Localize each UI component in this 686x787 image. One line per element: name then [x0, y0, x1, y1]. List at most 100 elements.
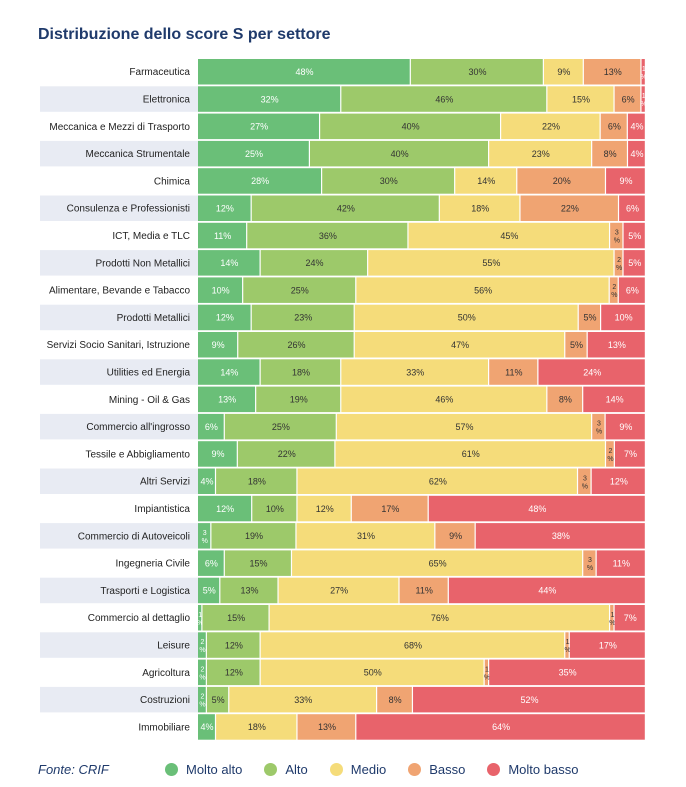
category-label: Costruzioni [140, 695, 190, 706]
bar-segment-molto-basso [538, 359, 645, 385]
bar-segment-medio [278, 577, 399, 604]
source-note: Fonte: CRIF [38, 762, 109, 777]
category-label: ICT, Media e TLC [112, 231, 190, 242]
data-label: 9% [557, 67, 570, 77]
data-label: 4% [631, 149, 644, 159]
data-label: 1% [197, 612, 203, 627]
bar-segment-basso [377, 686, 412, 713]
data-label: 11% [214, 231, 231, 241]
legend-item-basso: Basso [408, 762, 465, 777]
category-label: Consulenza e Professionisti [67, 204, 190, 215]
category-label: Commercio all'ingrosso [86, 422, 190, 433]
data-label: 10% [615, 313, 633, 323]
data-label: 33% [294, 695, 312, 705]
data-label: 3% [614, 230, 620, 245]
chart-footer: Fonte: CRIF Molto alto Alto Medio Basso … [0, 762, 686, 782]
data-label: 5% [628, 231, 641, 241]
legend-item-molto-alto: Molto alto [165, 762, 242, 777]
data-label: 22% [278, 449, 296, 459]
data-label: 18% [248, 722, 266, 732]
bar-segment-medio [260, 659, 484, 686]
legend-label-basso: Basso [429, 762, 466, 777]
data-label: 17% [381, 504, 399, 514]
bar-segment-alto [252, 495, 297, 522]
data-label: 14% [606, 395, 624, 405]
bar-segment-molto-alto [198, 523, 211, 549]
bar-segment-molto-basso [619, 195, 645, 221]
bar-segment-medio [335, 441, 605, 467]
data-label: 15% [249, 558, 267, 568]
bar-segment-medio [455, 168, 517, 194]
row-band [40, 523, 198, 549]
bar-segment-alto [322, 168, 455, 194]
data-label: 18% [292, 367, 310, 377]
bar-segment-molto-alto [198, 332, 238, 358]
data-label: 23% [294, 313, 312, 323]
bar-segment-molto-basso [587, 332, 645, 358]
bar-segment-alto [238, 332, 354, 358]
bar-segment-medio [269, 605, 609, 631]
data-label: 11% [416, 586, 433, 596]
data-label: 5% [570, 340, 583, 350]
data-label: 17% [599, 640, 617, 650]
data-label: 11% [613, 558, 630, 568]
bar-segment-basso [614, 250, 623, 276]
category-label: Leisure [157, 640, 190, 651]
bar-segment-medio [336, 413, 592, 440]
row-band [40, 577, 198, 604]
legend-label-alto: Alto [285, 762, 308, 777]
data-label: 47% [451, 340, 469, 350]
data-label: 25% [291, 285, 309, 295]
data-label: 12% [610, 476, 628, 486]
data-label: 46% [435, 94, 453, 104]
row-band [40, 468, 198, 494]
legend-label-molto-alto: Molto alto [186, 762, 243, 777]
data-label: 19% [290, 395, 308, 405]
data-label: 9% [620, 176, 633, 186]
legend-label-medio: Medio [350, 762, 387, 777]
row-band [40, 250, 198, 276]
category-label: Mining - Oil & Gas [109, 395, 190, 406]
data-label: 9% [212, 340, 225, 350]
data-label: 1% [641, 66, 647, 81]
bar-segment-medio [260, 632, 565, 658]
bar-segment-basso [592, 413, 605, 440]
bar-segment-molto-alto [198, 577, 220, 604]
data-label: 25% [245, 149, 263, 159]
bar-segment-alto [247, 222, 408, 249]
bar-segment-molto-alto [198, 113, 319, 140]
data-label: 12% [216, 203, 234, 213]
data-label: 19% [245, 531, 263, 541]
bar-segment-medio [547, 86, 614, 112]
data-label: 27% [250, 122, 268, 132]
legend-swatch-medio [329, 763, 343, 776]
data-label: 8% [389, 695, 402, 705]
data-label: 14% [220, 258, 238, 268]
bar-segment-molto-alto [198, 686, 206, 713]
bar-segment-molto-alto [198, 277, 243, 303]
data-label: 46% [435, 395, 453, 405]
data-label: 23% [532, 149, 550, 159]
bar-segment-molto-basso [641, 86, 645, 112]
data-label: 7% [624, 449, 637, 459]
data-label: 55% [482, 258, 500, 268]
bar-segment-molto-basso [356, 714, 645, 740]
bar-segment-alto [206, 632, 260, 658]
bar-segment-molto-alto [198, 86, 341, 112]
data-label: 2% [199, 639, 205, 654]
bar-segment-medio [501, 113, 600, 140]
category-label: Servizi Socio Sanitari, Istruzione [47, 340, 191, 351]
data-label: 5% [583, 313, 596, 323]
category-label: Prodotti Non Metallici [96, 258, 190, 269]
row-band [40, 413, 198, 440]
legend-swatch-molto-alto [165, 763, 178, 776]
bar-segment-basso [517, 168, 605, 194]
data-label: 9% [449, 531, 462, 541]
bar-segment-molto-alto [198, 659, 206, 686]
category-label: Ingegneria Civile [116, 559, 191, 570]
category-label: Farmaceutica [129, 67, 190, 78]
data-label: 22% [542, 122, 560, 132]
bar-segment-molto-alto [198, 441, 237, 467]
data-label: 38% [552, 531, 570, 541]
data-label: 14% [477, 176, 495, 186]
